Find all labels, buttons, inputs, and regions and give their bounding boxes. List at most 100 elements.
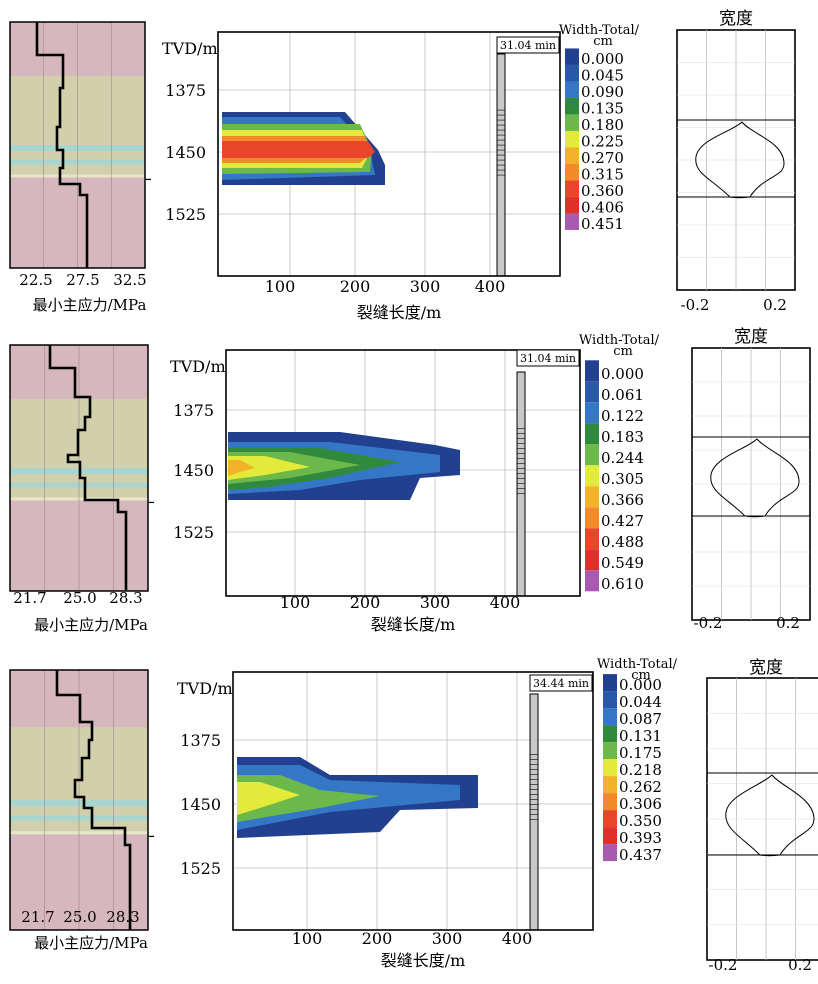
- chart-3: 21.7 25.0 28.3 最小主应力/MPa 34.44 min TVD/m 1375 1…: [9, 657, 818, 974]
- legend-title-unit: cm: [613, 344, 633, 359]
- stress-profile-line: [35, 22, 89, 268]
- fracture-panel: 34.44 min TVD/m 1375 1450 1525 100 200 300 400 裂缝…: [177, 671, 594, 970]
- legend-swatch: [585, 570, 599, 592]
- legend-value: 0.090: [581, 83, 624, 101]
- legend-value: 0.122: [601, 407, 644, 425]
- width-contour-band: [228, 460, 255, 476]
- stress-tick-label: 27.5: [66, 271, 99, 289]
- fracture-panel: 31.04 min TVD/m 1375 1450 1525 100 200 300 400 裂缝…: [170, 349, 581, 634]
- legend-value: 0.045: [581, 67, 624, 85]
- stress-frame: [9, 21, 146, 269]
- x-axis-label: 裂缝长度/m: [357, 303, 442, 322]
- x-axis-label: 裂缝长度/m: [371, 615, 456, 634]
- legend: Width-Total/cm 0.000 0.061 0.122 0.183 0.244 0…: [579, 333, 660, 593]
- x-tick-label: 100: [280, 593, 311, 612]
- legend-value: 0.360: [581, 182, 624, 200]
- legend-value: 0.218: [619, 761, 662, 779]
- y-tick-label: 1525: [165, 205, 206, 224]
- legend-swatch: [585, 381, 599, 403]
- width-tick-label: -0.2: [709, 956, 738, 974]
- time-label: 31.04 min: [500, 39, 556, 52]
- time-box: [516, 349, 580, 367]
- legend-swatch: [603, 810, 617, 828]
- chart-1: 22.5 27.5 32.5 最小主应力/MPa 31.04 min TVD/m 1375 1…: [9, 9, 796, 322]
- x-tick-label: 100: [292, 929, 323, 948]
- y-tick-label: 1525: [180, 859, 221, 878]
- stress-profile-line: [55, 670, 132, 930]
- legend-swatch: [565, 81, 579, 98]
- stress-tick-label: 25.0: [63, 908, 96, 926]
- legend-swatch: [585, 402, 599, 424]
- legend-value: 0.427: [601, 512, 644, 530]
- legend-swatch: [603, 708, 617, 726]
- stress-tick-label: 32.5: [113, 271, 146, 289]
- legend: Width-Total/cm0.0000.0450.0900.1350.1800…: [559, 23, 640, 233]
- stress-axis-label: 最小主应力/MPa: [33, 296, 147, 314]
- x-tick-label: 100: [265, 277, 296, 296]
- width-panel-title: 宽度: [719, 9, 753, 29]
- legend-value: 0.305: [601, 470, 644, 488]
- x-tick-label: 200: [340, 277, 371, 296]
- legend-swatch: [585, 486, 599, 508]
- legend-swatch: [585, 528, 599, 550]
- y-axis-label: TVD/m: [177, 679, 233, 698]
- legend-swatch: [585, 444, 599, 466]
- y-tick-label: 1450: [173, 461, 214, 480]
- legend-value: 0.306: [619, 795, 662, 813]
- stress-tick-label: 28.3: [109, 589, 142, 607]
- legend-swatch: [565, 97, 579, 115]
- legend: Width-Total/cm0.0000.0440.0870.1310.1750…: [597, 657, 678, 864]
- legend-value: 0.131: [619, 727, 662, 745]
- legend-swatch: [565, 130, 579, 148]
- stress-tick-label: 25.0: [63, 589, 96, 607]
- legend-swatch: [585, 423, 599, 445]
- legend-value: 0.225: [581, 133, 624, 151]
- width-tick-label: 0.2: [763, 296, 787, 314]
- legend-value: 0.183: [601, 428, 644, 446]
- width-profile-curve: [725, 774, 815, 857]
- legend-swatch: [603, 674, 617, 692]
- width-profile-curve: [695, 121, 785, 199]
- stress-tick-label: 28.3: [106, 908, 139, 926]
- width-contour-band: [222, 141, 375, 158]
- stress-tick-label: 21.7: [13, 589, 46, 607]
- width-profile-curve: [710, 438, 800, 518]
- legend-swatch: [603, 759, 617, 777]
- width-panel: 宽度 -0.2 0.2: [691, 327, 811, 632]
- plot-frame: [217, 31, 561, 277]
- x-tick-label: 400: [502, 929, 533, 948]
- time-label: 31.04 min: [520, 352, 576, 365]
- legend-value: 0.000: [619, 676, 662, 694]
- stress-tick-label: 22.5: [19, 271, 52, 289]
- width-contour-band: [237, 782, 300, 815]
- time-box: [496, 36, 560, 54]
- legend-value: 0.451: [581, 215, 624, 233]
- stress-axis-label: 最小主应力/MPa: [34, 934, 148, 952]
- legend-value: 0.315: [581, 166, 624, 184]
- legend-swatch: [603, 691, 617, 709]
- x-axis-label: 裂缝长度/m: [381, 951, 466, 970]
- x-tick-label: 400: [475, 277, 506, 296]
- legend-value: 0.406: [581, 199, 624, 217]
- stress-profile-line: [48, 345, 128, 590]
- x-tick-label: 300: [432, 929, 463, 948]
- legend-value: 0.044: [619, 693, 662, 711]
- legend-value: 0.549: [601, 554, 644, 572]
- legend-swatch: [603, 725, 617, 743]
- legend-value: 0.610: [601, 575, 644, 593]
- legend-title-unit: cm: [631, 668, 651, 683]
- x-tick-label: 400: [490, 593, 521, 612]
- legend-swatch: [565, 196, 579, 214]
- legend-swatch: [565, 48, 579, 65]
- time-box: [529, 674, 593, 692]
- legend-swatch: [585, 360, 599, 382]
- fracture-panel: 31.04 min TVD/m 1375 1450 1525 100 200 300 400 裂缝…: [162, 31, 561, 322]
- width-panel: 宽度 -0.2 0.2: [676, 9, 796, 314]
- legend-value: 0.262: [619, 778, 662, 796]
- width-panel-title: 宽度: [734, 327, 768, 347]
- legend-swatch: [603, 844, 617, 862]
- legend-title: Width-Total/: [597, 657, 678, 672]
- legend-swatch: [585, 465, 599, 487]
- x-tick-label: 200: [362, 929, 393, 948]
